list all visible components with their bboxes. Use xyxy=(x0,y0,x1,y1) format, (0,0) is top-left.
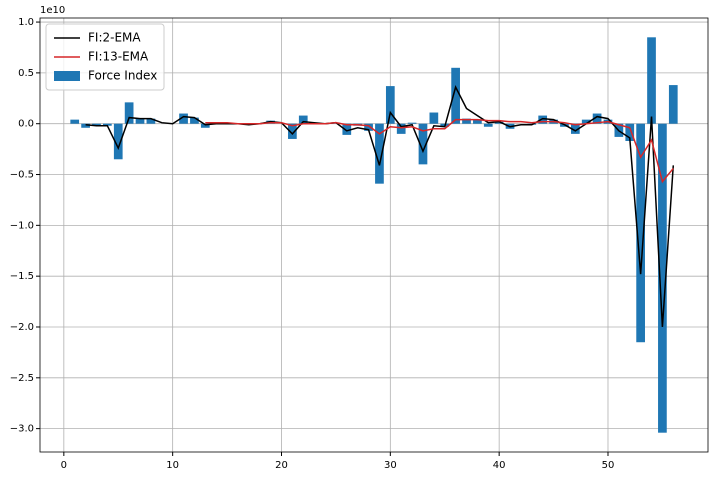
legend-label: FI:13-EMA xyxy=(88,50,149,64)
bar xyxy=(190,117,199,124)
y-tick-label: 0.0 xyxy=(18,119,34,130)
bar xyxy=(636,123,645,343)
bar xyxy=(179,113,188,124)
x-tick-label: 20 xyxy=(275,460,288,471)
y-tick-label: 0.5 xyxy=(18,68,34,79)
y-tick-label: −1.0 xyxy=(10,220,34,231)
bar xyxy=(124,102,134,124)
bar xyxy=(103,123,112,126)
bar xyxy=(385,86,395,124)
legend-label: FI:2-EMA xyxy=(88,31,141,45)
line xyxy=(85,85,675,328)
x-tick-label: 40 xyxy=(493,460,506,471)
bar xyxy=(581,119,591,124)
x-tick-label: 50 xyxy=(602,460,615,471)
y-tick-label: −2.0 xyxy=(10,322,34,333)
bar xyxy=(625,123,635,141)
bar xyxy=(407,122,417,124)
plot xyxy=(70,37,678,433)
y-offset-label: 1e10 xyxy=(40,5,65,16)
x-tick-label: 0 xyxy=(61,460,67,471)
axes-frame xyxy=(39,17,709,453)
y-tick-label: −0.5 xyxy=(10,170,34,181)
y-tick-label: −2.5 xyxy=(10,373,34,384)
bar xyxy=(592,113,602,124)
bar xyxy=(658,123,667,433)
y-tick-label: −1.5 xyxy=(10,271,34,282)
bar xyxy=(364,123,373,131)
bar xyxy=(288,123,297,139)
bar xyxy=(451,67,460,124)
bar xyxy=(418,123,428,165)
bar xyxy=(570,123,580,134)
bar xyxy=(494,121,504,124)
bar xyxy=(70,119,80,124)
legend-label: Force Index xyxy=(88,69,157,83)
bar xyxy=(538,115,548,124)
bar xyxy=(135,118,145,124)
y-tick-label: 1.0 xyxy=(18,17,34,28)
bar xyxy=(462,118,471,124)
bar xyxy=(668,85,678,124)
bar xyxy=(92,123,101,126)
bar xyxy=(146,118,156,124)
bar xyxy=(200,123,210,128)
bar xyxy=(298,115,308,124)
bar xyxy=(342,123,352,135)
x-tick-label: 10 xyxy=(166,460,179,471)
bar xyxy=(647,37,656,124)
y-tick-label: −3.0 xyxy=(10,424,34,435)
bar xyxy=(375,123,384,184)
bar xyxy=(396,123,406,134)
line xyxy=(205,118,674,184)
bar xyxy=(473,119,482,124)
bar xyxy=(81,123,90,128)
bar xyxy=(429,112,439,124)
bar xyxy=(113,123,123,160)
x-tick-label: 30 xyxy=(384,460,397,471)
legend-swatch xyxy=(54,71,80,81)
bar xyxy=(483,123,493,127)
